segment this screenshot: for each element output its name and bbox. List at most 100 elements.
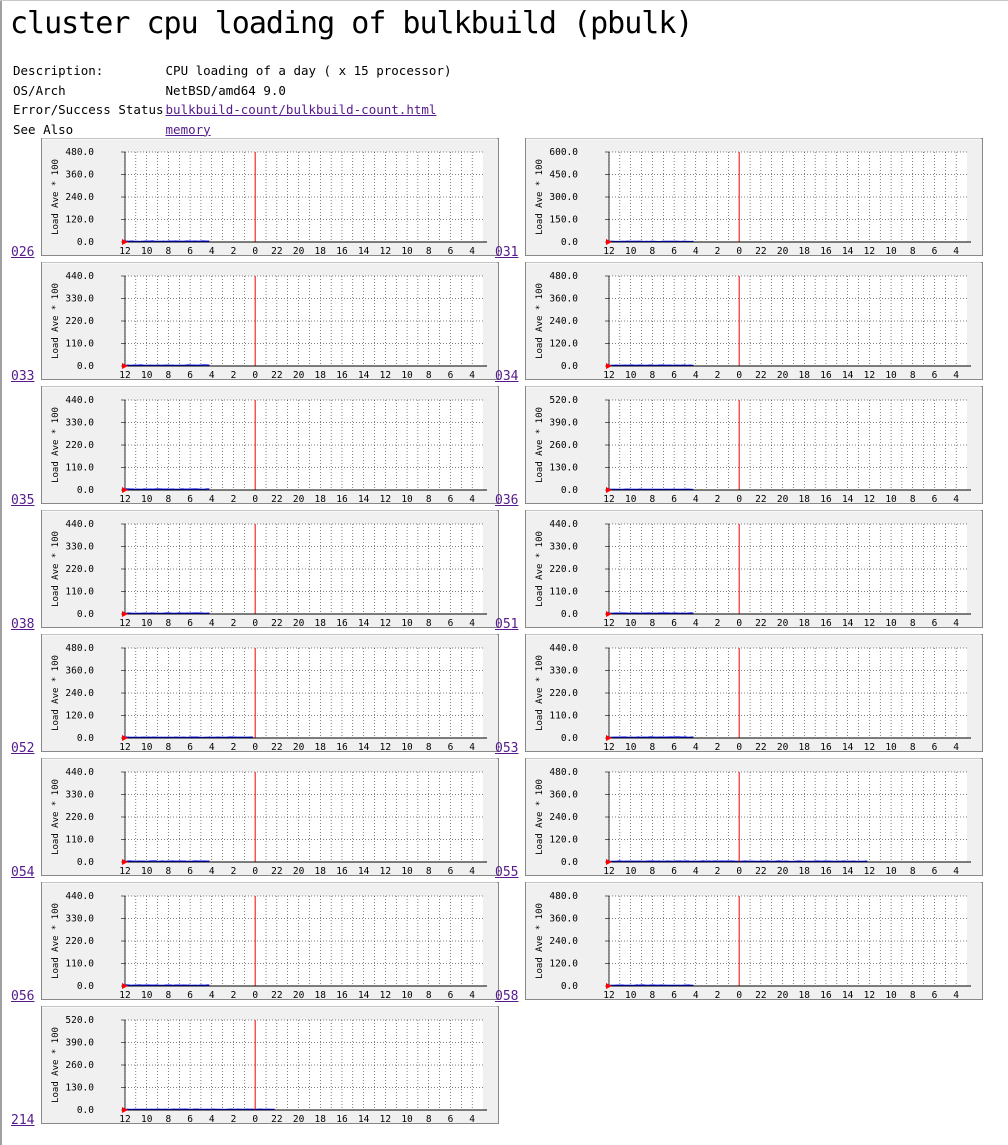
y-axis-label: Load Ave * 100 xyxy=(535,779,545,855)
x-tick-label: 12 xyxy=(603,742,614,752)
x-tick-label: 8 xyxy=(910,866,916,876)
node-link-056[interactable]: 056 xyxy=(11,989,35,1004)
x-tick-label: 4 xyxy=(209,742,215,752)
x-tick-label: 4 xyxy=(953,494,959,504)
x-tick-label: 2 xyxy=(231,990,237,1000)
cpu-load-graph[interactable]: Load Ave * 100 480.0 360.0 240.0 120.0 0.0 12 1… xyxy=(41,138,499,256)
graph-cell-036: 036 Load Ave * 100 520.0 390.0 260.0 130.0 0.0… xyxy=(495,386,985,508)
node-link-034[interactable]: 034 xyxy=(495,369,519,384)
x-tick-label: 12 xyxy=(603,990,614,1000)
x-tick-label: 4 xyxy=(693,370,699,380)
y-tick-label: 220.0 xyxy=(65,936,94,947)
y-tick-label: 0.0 xyxy=(77,1105,94,1116)
cpu-load-graph[interactable]: Load Ave * 100 440.0 330.0 220.0 110.0 0.0 12 1… xyxy=(41,882,499,1000)
node-link-054[interactable]: 054 xyxy=(11,865,35,880)
cpu-load-graph[interactable]: Load Ave * 100 520.0 390.0 260.0 130.0 0.0 12 1… xyxy=(41,1006,499,1124)
x-tick-label: 16 xyxy=(820,494,832,504)
x-tick-label: 8 xyxy=(426,990,432,1000)
x-tick-label: 6 xyxy=(448,866,454,876)
x-tick-label: 10 xyxy=(625,370,637,380)
left-border xyxy=(0,0,2,1145)
x-tick-label: 8 xyxy=(426,494,432,504)
y-tick-label: 390.0 xyxy=(65,1038,94,1049)
node-link-035[interactable]: 035 xyxy=(11,493,35,508)
x-tick-label: 16 xyxy=(336,866,348,876)
x-tick-label: 18 xyxy=(799,866,811,876)
x-tick-label: 12 xyxy=(864,742,875,752)
x-tick-label: 16 xyxy=(820,370,832,380)
x-tick-label: 10 xyxy=(401,1114,413,1124)
y-tick-label: 120.0 xyxy=(549,339,578,350)
x-tick-label: 6 xyxy=(932,742,938,752)
x-tick-label: 8 xyxy=(650,742,656,752)
x-tick-label: 8 xyxy=(426,618,432,628)
status-link[interactable]: bulkbuild-count/bulkbuild-count.html xyxy=(165,102,437,118)
node-link-038[interactable]: 038 xyxy=(11,617,35,632)
node-link-214[interactable]: 214 xyxy=(11,1113,35,1128)
memory-link[interactable]: memory xyxy=(165,121,211,137)
x-tick-label: 2 xyxy=(715,494,721,504)
cpu-load-graph[interactable]: Load Ave * 100 480.0 360.0 240.0 120.0 0.0 12 1… xyxy=(525,758,983,876)
x-tick-label: 14 xyxy=(358,370,370,380)
cpu-load-graph[interactable]: Load Ave * 100 440.0 330.0 220.0 110.0 0.0 12 1… xyxy=(525,510,983,628)
x-tick-label: 10 xyxy=(141,494,153,504)
cpu-load-graph[interactable]: Load Ave * 100 520.0 390.0 260.0 130.0 0.0 12 1… xyxy=(525,386,983,504)
x-tick-label: 6 xyxy=(187,370,193,380)
x-tick-label: 18 xyxy=(315,246,327,256)
y-tick-label: 220.0 xyxy=(549,688,578,699)
x-tick-label: 14 xyxy=(358,742,370,752)
y-tick-label: 360.0 xyxy=(549,294,578,305)
x-tick-label: 10 xyxy=(625,866,637,876)
node-link-031[interactable]: 031 xyxy=(495,245,519,260)
node-link-036[interactable]: 036 xyxy=(495,493,519,508)
cpu-load-graph[interactable]: Load Ave * 100 440.0 330.0 220.0 110.0 0.0 12 1… xyxy=(41,262,499,380)
cpu-load-graph[interactable]: Load Ave * 100 440.0 330.0 220.0 110.0 0.0 12 1… xyxy=(41,758,499,876)
x-tick-label: 0 xyxy=(252,1114,258,1124)
node-link-058[interactable]: 058 xyxy=(495,989,519,1004)
cpu-load-graph[interactable]: Load Ave * 100 440.0 330.0 220.0 110.0 0.0 12 1… xyxy=(41,386,499,504)
x-tick-label: 8 xyxy=(650,866,656,876)
plot-area xyxy=(125,896,483,986)
y-tick-label: 440.0 xyxy=(549,643,578,654)
y-axis-label: Load Ave * 100 xyxy=(535,407,545,483)
cpu-load-graph[interactable]: Load Ave * 100 480.0 360.0 240.0 120.0 0.0 12 1… xyxy=(41,634,499,752)
cpu-load-graph[interactable]: Load Ave * 100 480.0 360.0 240.0 120.0 0.0 12 1… xyxy=(525,262,983,380)
y-tick-label: 360.0 xyxy=(65,170,94,181)
origin-marker-icon xyxy=(606,983,612,989)
y-tick-label: 260.0 xyxy=(65,1060,94,1071)
x-tick-label: 4 xyxy=(209,494,215,504)
node-link-055[interactable]: 055 xyxy=(495,865,519,880)
y-tick-label: 120.0 xyxy=(549,959,578,970)
info-value-cell: bulkbuild-count/bulkbuild-count.html xyxy=(166,100,454,120)
node-link-053[interactable]: 053 xyxy=(495,741,519,756)
x-tick-label: 4 xyxy=(469,618,475,628)
node-link-033[interactable]: 033 xyxy=(11,369,35,384)
y-tick-label: 440.0 xyxy=(65,271,94,282)
x-tick-label: 2 xyxy=(715,990,721,1000)
origin-marker-icon xyxy=(122,487,128,493)
x-tick-label: 18 xyxy=(315,866,327,876)
x-tick-label: 12 xyxy=(119,1114,130,1124)
y-tick-label: 220.0 xyxy=(65,316,94,327)
graph-svg: Load Ave * 100 440.0 330.0 220.0 110.0 0.0 12 1… xyxy=(41,262,499,380)
cpu-load-graph[interactable]: Load Ave * 100 440.0 330.0 220.0 110.0 0.0 12 1… xyxy=(41,510,499,628)
node-link-026[interactable]: 026 xyxy=(11,245,35,260)
cpu-load-graph[interactable]: Load Ave * 100 440.0 330.0 220.0 110.0 0.0 12 1… xyxy=(525,634,983,752)
x-tick-label: 10 xyxy=(625,494,637,504)
graph-svg: Load Ave * 100 440.0 330.0 220.0 110.0 0.0 12 1… xyxy=(41,386,499,504)
node-link-052[interactable]: 052 xyxy=(11,741,35,756)
load-average-line xyxy=(608,984,694,986)
x-tick-label: 14 xyxy=(842,990,854,1000)
x-tick-label: 0 xyxy=(252,742,258,752)
x-tick-label: 8 xyxy=(650,370,656,380)
graph-cell-034: 034 Load Ave * 100 480.0 360.0 240.0 120.0 0.0… xyxy=(495,262,985,384)
x-tick-label: 20 xyxy=(777,494,789,504)
node-link-051[interactable]: 051 xyxy=(495,617,519,632)
graph-cell-031: 031 Load Ave * 100 600.0 450.0 300.0 150.0 0.0… xyxy=(495,138,985,260)
x-tick-label: 18 xyxy=(799,618,811,628)
cpu-load-graph[interactable]: Load Ave * 100 600.0 450.0 300.0 150.0 0.0 12 1… xyxy=(525,138,983,256)
x-tick-label: 8 xyxy=(910,370,916,380)
x-tick-label: 6 xyxy=(932,990,938,1000)
cpu-load-graph[interactable]: Load Ave * 100 480.0 360.0 240.0 120.0 0.0 12 1… xyxy=(525,882,983,1000)
y-tick-label: 120.0 xyxy=(65,215,94,226)
